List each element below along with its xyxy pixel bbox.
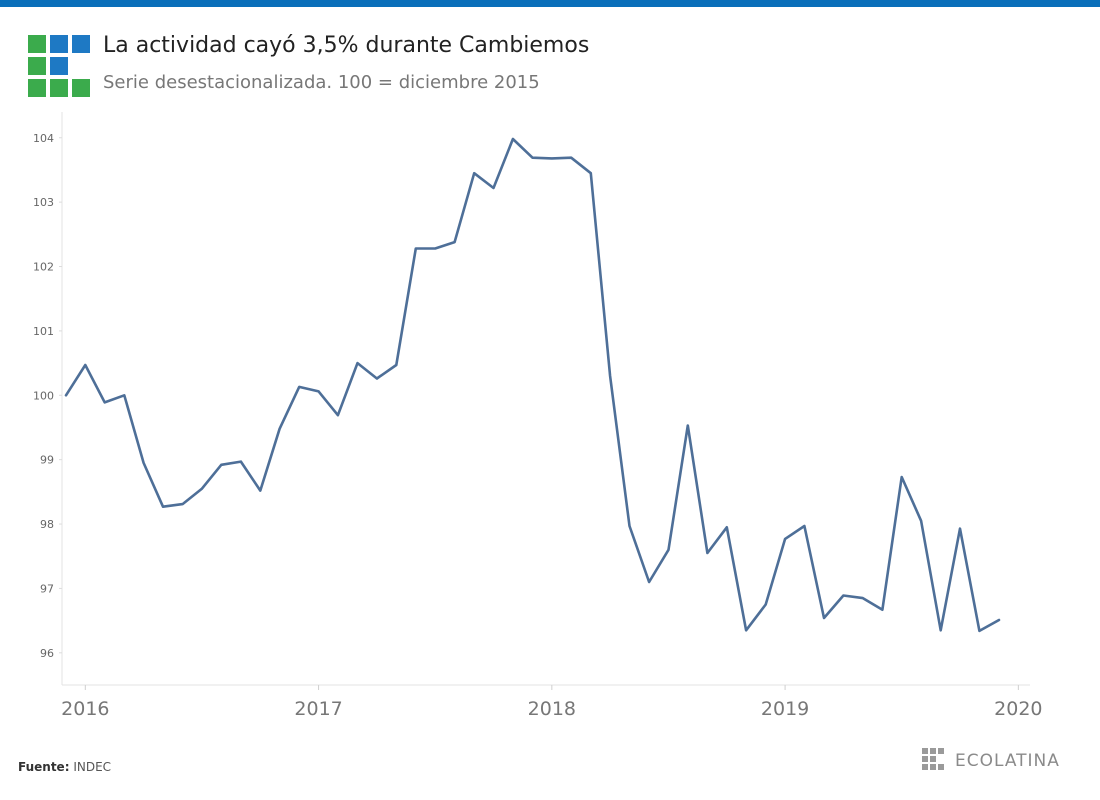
x-tick-label: 2018: [528, 698, 576, 720]
logo-square: [50, 57, 68, 75]
x-tick-label: 2019: [761, 698, 809, 720]
logo-square: [72, 79, 90, 97]
top-accent-bar: [0, 0, 1100, 7]
chart-axes: 96 97 98 99 100 101 102 103 104 2016 2017 2018 2019 2…: [33, 112, 1043, 720]
y-tick-label: 98: [40, 518, 54, 531]
brand-grid-square: [922, 756, 928, 762]
logo-square: [28, 35, 46, 53]
x-tick-label: 2017: [294, 698, 342, 720]
brand-footer-logo: ECOLATINA: [922, 748, 1082, 774]
source-label: Fuente:: [18, 760, 70, 774]
chart-marks: [64, 137, 1001, 633]
brand-grid-square: [938, 748, 944, 754]
logo-square: [28, 57, 46, 75]
chart-title: La actividad cayó 3,5% durante Cambiemos: [103, 33, 590, 58]
source-value: INDEC: [73, 760, 112, 774]
brand-grid-square: [930, 748, 936, 754]
logo-square: [50, 35, 68, 53]
brand-grid-square: [930, 756, 936, 762]
logo-square: [72, 35, 90, 53]
y-tick-label: 96: [40, 647, 54, 660]
brand-name: ECOLATINA: [955, 751, 1060, 771]
y-tick-label: 102: [33, 261, 54, 274]
y-tick-label: 103: [33, 196, 54, 209]
x-tick-label: 2016: [61, 698, 109, 720]
brand-grid-square: [930, 764, 936, 770]
logo-square: [28, 79, 46, 97]
y-tick-label: 101: [33, 325, 54, 338]
y-tick-label: 100: [33, 389, 54, 402]
brand-grid-square: [922, 748, 928, 754]
y-tick-label: 104: [33, 132, 54, 145]
y-tick-label: 97: [40, 582, 54, 595]
brand-grid-square: [922, 764, 928, 770]
x-tick-label: 2020: [994, 698, 1042, 720]
brand-logo-grid: [28, 35, 90, 97]
chart-subtitle: Serie desestacionalizada. 100 = diciembr…: [103, 72, 540, 93]
y-tick-label: 99: [40, 454, 54, 467]
logo-square: [50, 79, 68, 97]
series-line: [64, 137, 1001, 633]
brand-grid-square: [938, 764, 944, 770]
source-note: Fuente: INDEC: [18, 760, 111, 774]
